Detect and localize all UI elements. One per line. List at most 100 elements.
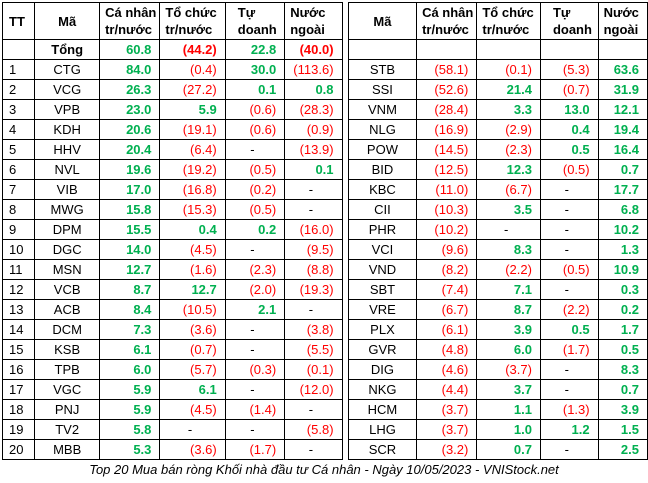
value-ca-nhan: 8.7 [99, 279, 161, 300]
value-to-chuc: (4.5) [159, 399, 226, 420]
value-ca-nhan: 5.9 [99, 399, 161, 420]
stock-code: CTG [34, 59, 101, 80]
row-number: 18 [1, 399, 36, 420]
row-number: 4 [1, 119, 36, 140]
value-nuoc-ngoai: 0.8 [284, 79, 343, 100]
value-nuoc-ngoai-right: 8.3 [597, 359, 648, 380]
row-number: 12 [1, 279, 36, 300]
value-to-chuc: 12.7 [159, 279, 226, 300]
stock-code-right: SBT [347, 279, 418, 300]
header-tu-doanh: Tự doanh [224, 2, 286, 40]
value-ca-nhan-right: (14.5) [416, 139, 478, 160]
value-nuoc-ngoai: (28.3) [284, 99, 343, 120]
value-nuoc-ngoai: (3.8) [284, 319, 343, 340]
value-ca-nhan-right: (28.4) [416, 99, 478, 120]
value-tu-doanh-right: 0.4 [539, 119, 599, 140]
row-number: 13 [1, 299, 36, 320]
value-tu-doanh: 30.0 [224, 59, 286, 80]
stock-code-right: POW [347, 139, 418, 160]
value-tu-doanh: (1.7) [224, 439, 286, 460]
value-ca-nhan: 26.3 [99, 79, 161, 100]
column-gap [341, 399, 349, 420]
value-tu-doanh-right: 0.5 [539, 319, 599, 340]
stock-code-right: KBC [347, 179, 418, 200]
value-nuoc-ngoai-right: 1.3 [597, 239, 648, 260]
value-ca-nhan: 14.0 [99, 239, 161, 260]
stock-code: MBB [34, 439, 101, 460]
table-row: 6 NVL 19.6 (19.2) (0.5) 0.1 BID (12.5) 12.3 (0.5)… [1, 159, 648, 180]
total-to-chuc: (44.2) [159, 39, 226, 60]
column-gap [341, 99, 349, 120]
value-to-chuc-right: 1.1 [476, 399, 541, 420]
stock-code-right: PHR [347, 219, 418, 240]
value-tu-doanh-right: 13.0 [539, 99, 599, 120]
value-nuoc-ngoai-right: 17.7 [597, 179, 648, 200]
net-trading-table: TT Mã Cá nhân tr/nước Tổ chức tr/nước Tự do… [1, 2, 648, 460]
total-right-empty [597, 39, 648, 60]
value-ca-nhan-right: (11.0) [416, 179, 478, 200]
value-nuoc-ngoai: (5.5) [284, 339, 343, 360]
value-nuoc-ngoai: (13.9) [284, 139, 343, 160]
value-to-chuc: (19.1) [159, 119, 226, 140]
row-number: 14 [1, 319, 36, 340]
stock-code-right: HCM [347, 399, 418, 420]
value-to-chuc-right: 12.3 [476, 159, 541, 180]
stock-code-right: VCI [347, 239, 418, 260]
value-to-chuc: (19.2) [159, 159, 226, 180]
value-to-chuc-right: 3.7 [476, 379, 541, 400]
value-to-chuc-right: 21.4 [476, 79, 541, 100]
total-right-empty [347, 39, 418, 60]
value-to-chuc-right: 8.7 [476, 299, 541, 320]
value-ca-nhan: 5.8 [99, 419, 161, 440]
stock-code: ACB [34, 299, 101, 320]
value-tu-doanh: - [224, 379, 286, 400]
value-to-chuc-right: 3.5 [476, 199, 541, 220]
stock-code: TPB [34, 359, 101, 380]
stock-code-right: PLX [347, 319, 418, 340]
table-row: 20 MBB 5.3 (3.6) (1.7) - SCR (3.2) 0.7-2.5 [1, 439, 648, 460]
column-gap [341, 179, 349, 200]
value-ca-nhan-right: (9.6) [416, 239, 478, 260]
table-row: 11 MSN 12.7 (1.6) (2.3) (8.8) VND (8.2) (2.2) (0.… [1, 259, 648, 280]
value-tu-doanh-right: - [539, 279, 599, 300]
stock-code-right: SSI [347, 79, 418, 100]
table-row: 14 DCM 7.3 (3.6) - (3.8) PLX (6.1) 3.9 0.5 1.7 [1, 319, 648, 340]
row-number: 5 [1, 139, 36, 160]
value-to-chuc: (3.6) [159, 439, 226, 460]
value-nuoc-ngoai-right: 16.4 [597, 139, 648, 160]
table-row: 1 CTG 84.0 (0.4) 30.0 (113.6) STB (58.1) (0.1) (5… [1, 59, 648, 80]
value-to-chuc-right: 6.0 [476, 339, 541, 360]
value-tu-doanh-right: - [539, 199, 599, 220]
value-ca-nhan: 5.9 [99, 379, 161, 400]
stock-code: HHV [34, 139, 101, 160]
value-nuoc-ngoai-right: 19.4 [597, 119, 648, 140]
row-number: 17 [1, 379, 36, 400]
value-ca-nhan-right: (10.3) [416, 199, 478, 220]
table-row: 18 PNJ 5.9 (4.5) (1.4) - HCM (3.7) 1.1 (1.3) 3.9 [1, 399, 648, 420]
value-to-chuc: (5.7) [159, 359, 226, 380]
value-to-chuc-right: (2.9) [476, 119, 541, 140]
stock-code: VCG [34, 79, 101, 100]
value-tu-doanh-right: - [539, 239, 599, 260]
value-ca-nhan: 6.0 [99, 359, 161, 380]
header-nuoc-ngoai: Nước ngoài [284, 2, 343, 40]
value-tu-doanh: - [224, 319, 286, 340]
value-ca-nhan: 20.6 [99, 119, 161, 140]
value-nuoc-ngoai: (0.9) [284, 119, 343, 140]
header-to-chuc: Tổ chức tr/nước [159, 2, 226, 40]
total-row: Tổng 60.8 (44.2) 22.8 (40.0) [1, 39, 648, 60]
value-ca-nhan: 20.4 [99, 139, 161, 160]
stock-code: KDH [34, 119, 101, 140]
value-to-chuc: (0.7) [159, 339, 226, 360]
value-ca-nhan-right: (3.2) [416, 439, 478, 460]
value-nuoc-ngoai: (12.0) [284, 379, 343, 400]
table-row: 13 ACB 8.4 (10.5) 2.1- VRE (6.7) 8.7 (2.2) 0.2 [1, 299, 648, 320]
header-nuoc-ngoai-right: Nước ngoài [597, 2, 648, 40]
value-to-chuc-right: 3.3 [476, 99, 541, 120]
stock-code: VIB [34, 179, 101, 200]
value-tu-doanh: - [224, 139, 286, 160]
value-ca-nhan: 7.3 [99, 319, 161, 340]
value-nuoc-ngoai: - [284, 199, 343, 220]
value-ca-nhan-right: (16.9) [416, 119, 478, 140]
row-number: 6 [1, 159, 36, 180]
